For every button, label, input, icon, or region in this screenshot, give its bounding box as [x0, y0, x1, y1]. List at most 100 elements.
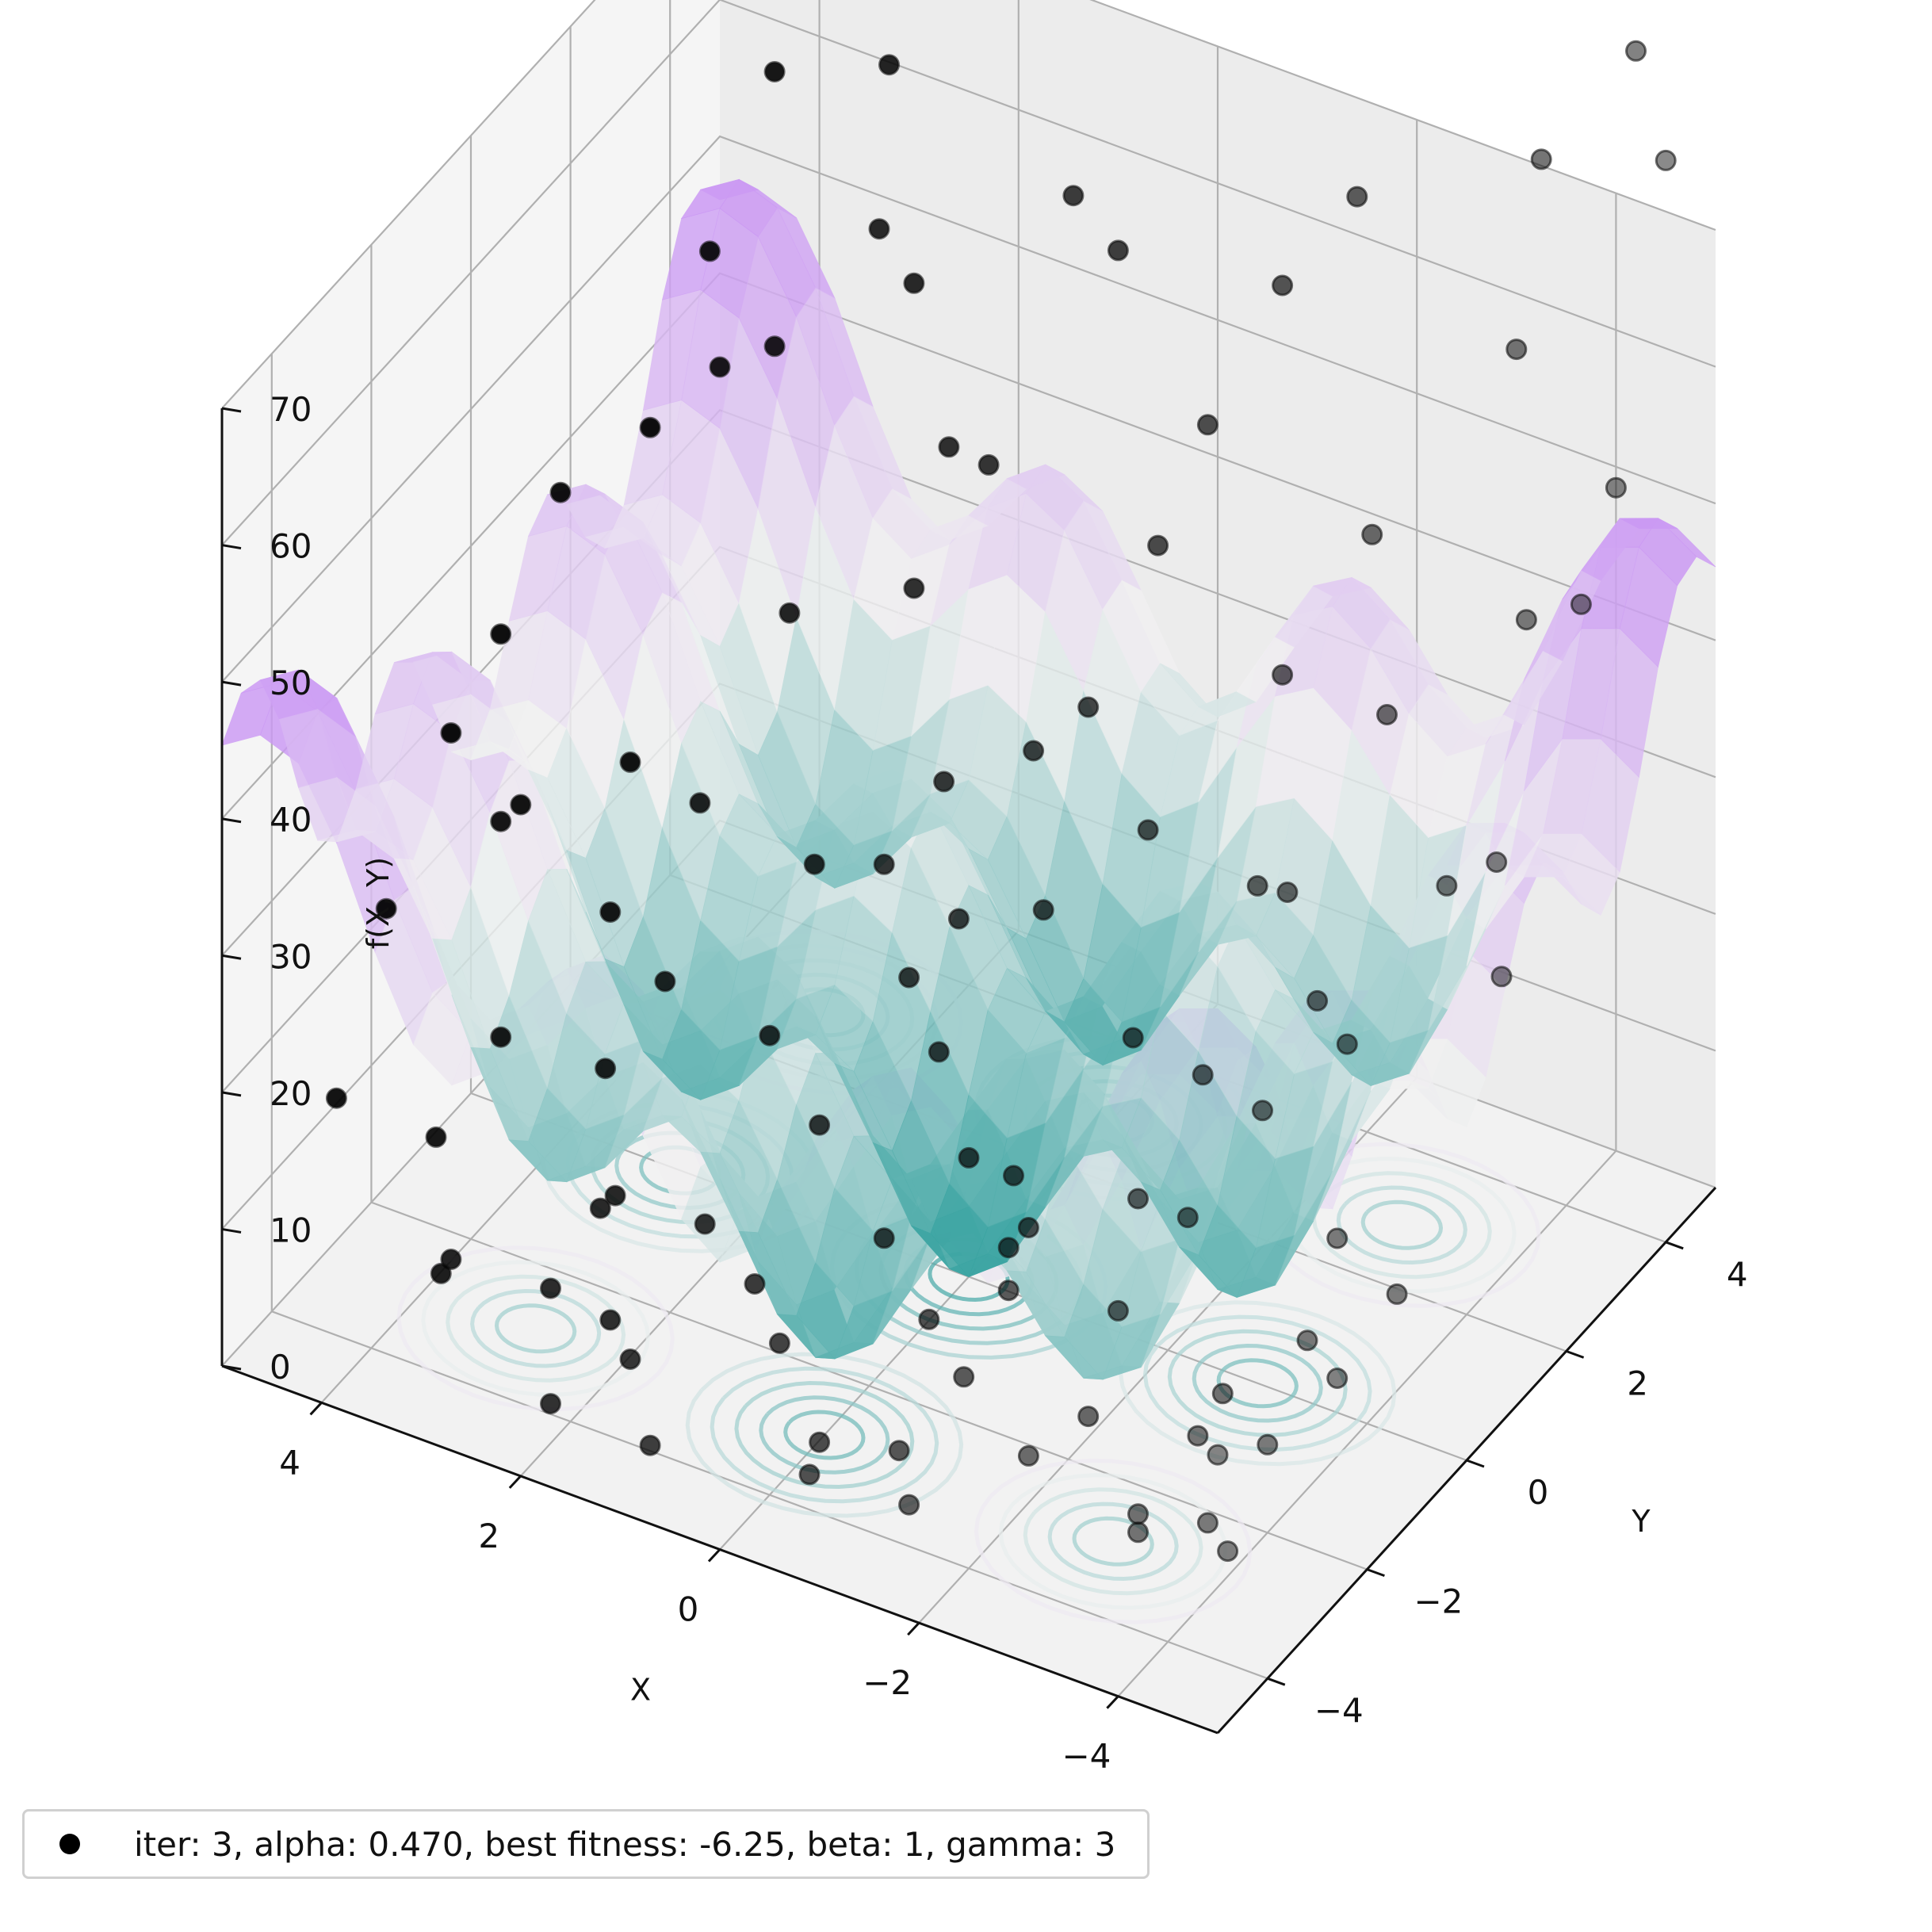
scatter-point: [1257, 1433, 1279, 1456]
scatter-point: [694, 1213, 716, 1235]
x-tick: [707, 1548, 721, 1563]
legend-marker-dot: [59, 1834, 80, 1854]
contour-line: [396, 1245, 675, 1412]
x-tick-label: 2: [478, 1517, 499, 1555]
scatter-point: [1127, 1521, 1149, 1544]
y-tick: [1566, 1349, 1585, 1359]
scatter-point: [1211, 1383, 1234, 1405]
contour-line: [1047, 1502, 1179, 1582]
legend-label: iter: 3, alpha: 0.470, best fitness: -6.…: [134, 1824, 1116, 1864]
scatter-point: [599, 901, 622, 923]
y-tick: [1366, 1568, 1385, 1578]
scatter-point: [1077, 1406, 1100, 1428]
surface-patch: [1658, 518, 1716, 568]
z-tick-label: 30: [270, 937, 312, 976]
scatter-point: [1077, 696, 1100, 718]
scatter-point: [763, 61, 786, 82]
scatter-point: [1196, 1512, 1218, 1534]
scatter-point: [1017, 1217, 1039, 1238]
scatter-point: [1530, 148, 1552, 170]
scatter-point: [1306, 989, 1329, 1012]
scatter-point: [1003, 1165, 1024, 1187]
scatter-point: [1196, 414, 1218, 436]
y-tick-label: 2: [1627, 1364, 1648, 1402]
scatter-point: [1137, 819, 1159, 841]
scatter-point: [604, 1184, 626, 1207]
scatter-point: [779, 602, 801, 624]
contour-line: [1287, 1156, 1517, 1294]
z-tick-label: 10: [270, 1211, 312, 1249]
scatter-point: [1655, 149, 1677, 171]
contour-line: [1192, 1343, 1323, 1423]
y-tick-label: 0: [1528, 1473, 1549, 1512]
z-tick-label: 40: [270, 801, 312, 840]
surface-plot: [221, 178, 1716, 1380]
scatter-point: [639, 416, 661, 438]
scatter-point: [1326, 1368, 1349, 1389]
scatter-point: [698, 240, 721, 262]
scatter-point: [639, 1434, 661, 1456]
contour-line: [974, 1458, 1253, 1624]
y-tick-label: 4: [1727, 1255, 1748, 1294]
scatter-point: [1376, 704, 1398, 725]
z-tick-label: 60: [270, 527, 312, 566]
scatter-point: [1062, 185, 1085, 207]
scatter-point: [619, 1349, 641, 1370]
scatter-point: [947, 908, 970, 930]
scatter-point: [763, 335, 786, 358]
scatter-point: [540, 1393, 561, 1415]
x-tick: [508, 1475, 522, 1489]
z-tick: [221, 544, 242, 550]
x-tick: [309, 1402, 323, 1416]
contour-line: [446, 1274, 626, 1383]
scatter-point: [809, 1431, 831, 1453]
scatter-point: [1207, 1444, 1229, 1466]
contour-line: [494, 1303, 577, 1354]
scatter-point: [589, 1197, 611, 1219]
scatter-point: [1023, 740, 1045, 762]
scatter-point: [1122, 1027, 1144, 1049]
scatter-point: [510, 794, 532, 816]
scatter-point: [878, 54, 900, 76]
scatter-point: [1436, 874, 1458, 897]
z-tick-label: 50: [270, 664, 312, 702]
scatter-point: [709, 356, 731, 378]
scatter-point: [654, 970, 676, 993]
scatter-point: [375, 897, 397, 920]
grid-line-z: [221, 135, 1716, 683]
x-tick: [907, 1622, 920, 1636]
scatter-point: [1336, 1033, 1358, 1055]
scatter-point: [599, 1309, 622, 1331]
scatter-point: [1032, 899, 1054, 921]
x-tick: [1106, 1695, 1119, 1709]
scatter-point: [938, 436, 960, 458]
scatter-point: [759, 1024, 781, 1046]
scatter-point: [619, 751, 641, 773]
y-tick: [1466, 1459, 1485, 1468]
contour-line: [1360, 1199, 1444, 1250]
scatter-point: [798, 1463, 821, 1486]
contour-line: [1023, 1487, 1203, 1596]
contour-line: [1072, 1516, 1154, 1567]
scatter-point: [803, 853, 825, 875]
grid-line-z: [221, 0, 1716, 409]
scatter-point: [1127, 1188, 1149, 1210]
scatter-point: [1276, 882, 1299, 903]
scatter-point: [1605, 476, 1627, 499]
scatter-point: [595, 1058, 617, 1080]
scatter-point: [977, 453, 1000, 476]
scatter-points: [325, 40, 1677, 1563]
scatter-point: [1346, 186, 1368, 208]
y-tick: [1267, 1677, 1286, 1686]
scatter-point: [1017, 1444, 1039, 1467]
scatter-point: [549, 481, 572, 503]
y-axis-label: Y: [1631, 1504, 1651, 1539]
contour-line: [1336, 1185, 1467, 1265]
y-tick: [1665, 1241, 1684, 1250]
scatter-point: [1490, 966, 1513, 988]
scatter-point: [1515, 609, 1537, 631]
scatter-point: [873, 853, 895, 875]
scatter-point: [873, 1227, 895, 1249]
contour-line: [783, 1410, 866, 1460]
